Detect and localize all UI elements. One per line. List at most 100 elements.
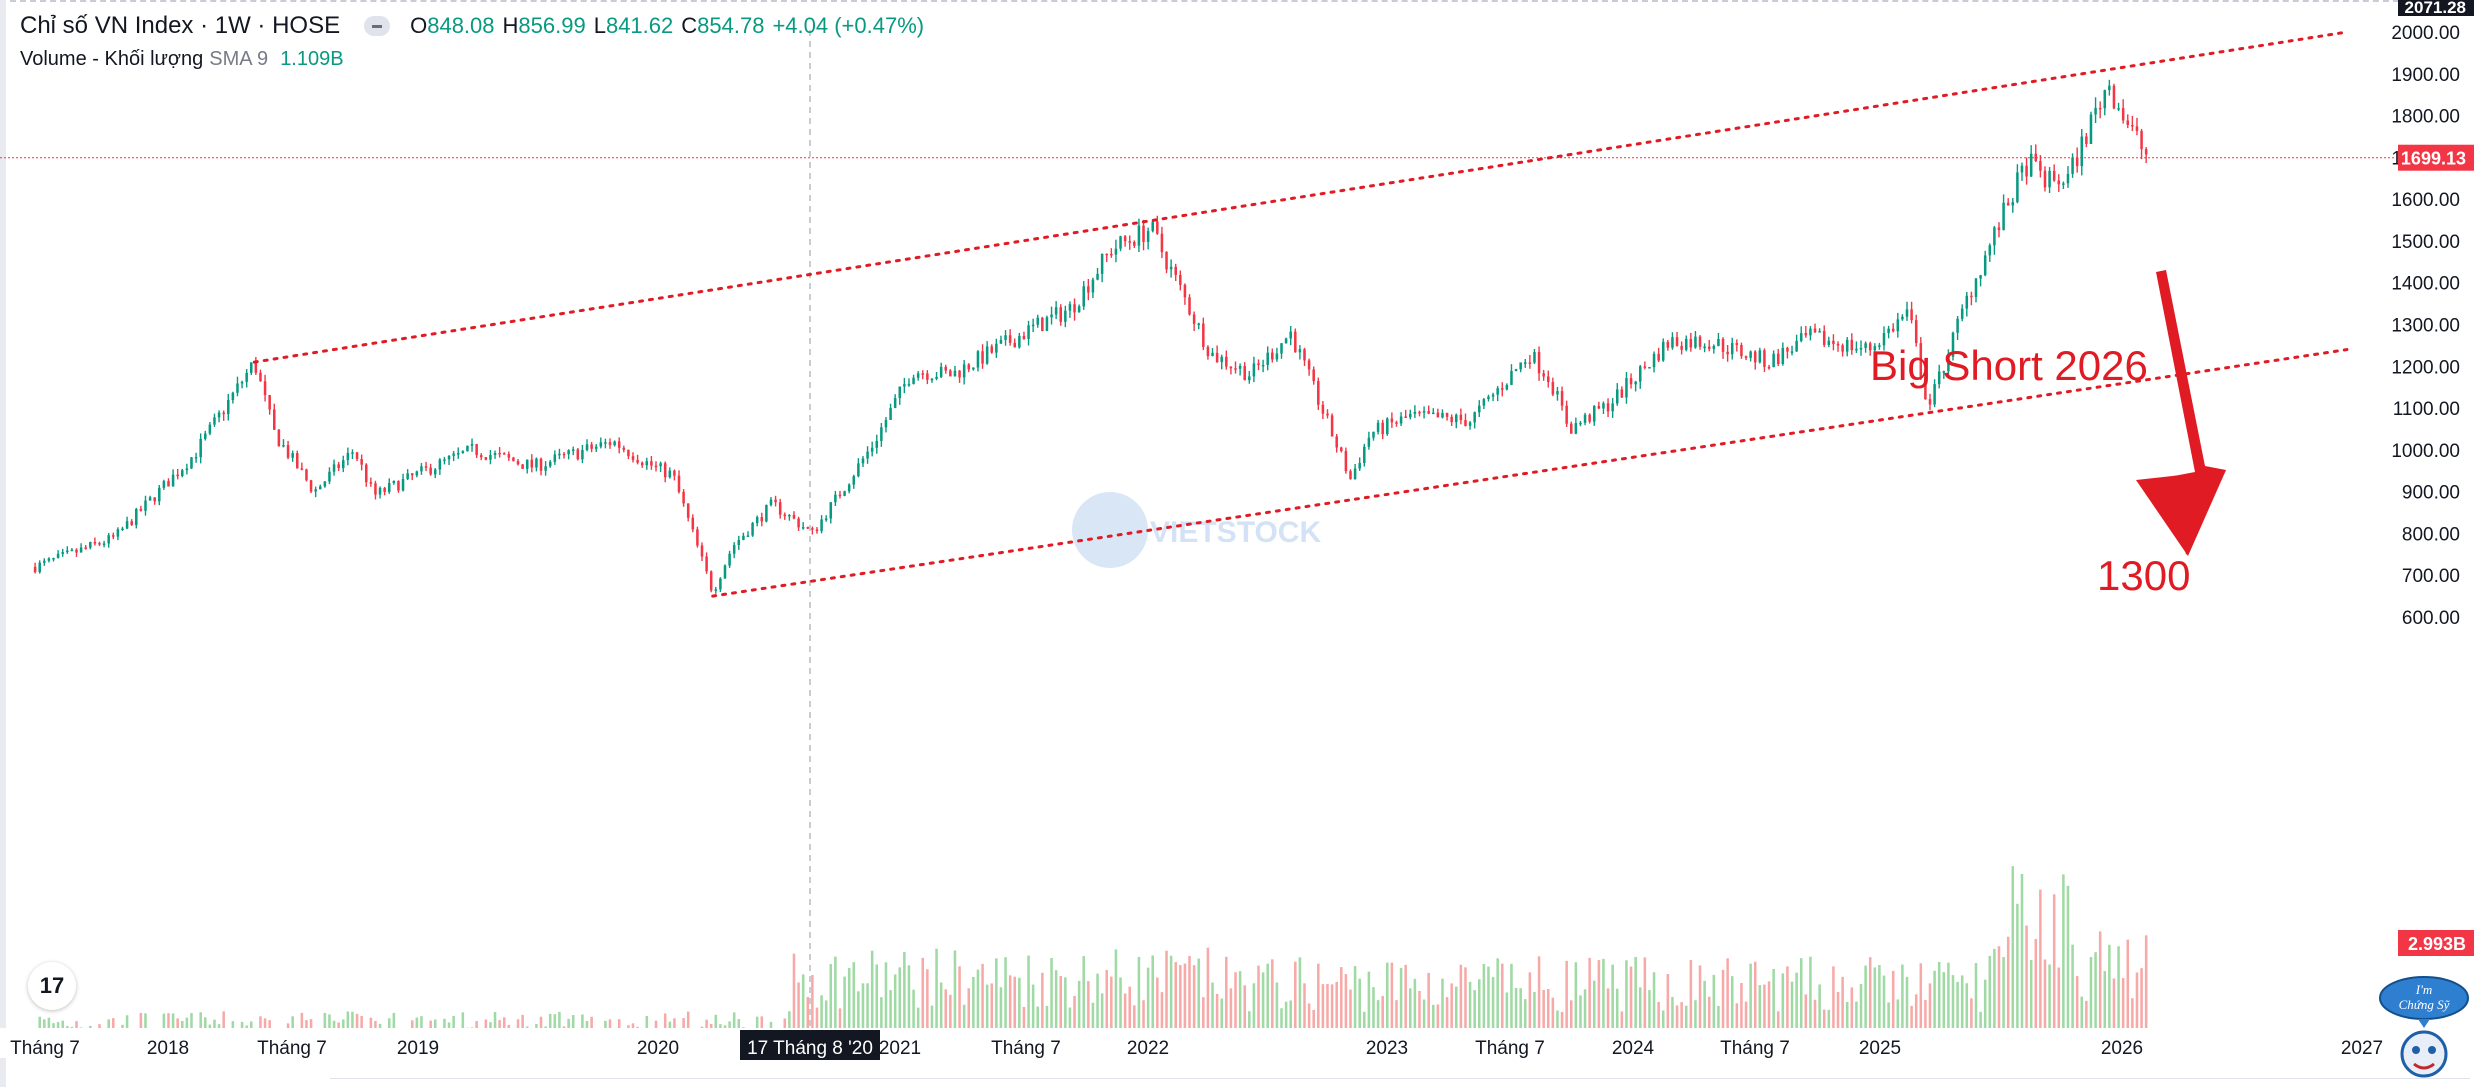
candle-body bbox=[1188, 297, 1191, 315]
candle-body bbox=[1404, 416, 1407, 418]
candle-body bbox=[1353, 468, 1357, 480]
candle-body bbox=[594, 446, 598, 449]
candle-body bbox=[2126, 120, 2130, 125]
volume-bar bbox=[1901, 964, 1904, 1048]
volume-bar bbox=[944, 989, 948, 1048]
candle-body bbox=[1482, 399, 1486, 406]
candle-body bbox=[79, 547, 83, 553]
candle-body bbox=[392, 481, 396, 484]
candle-body bbox=[1689, 338, 1693, 348]
candle-body bbox=[443, 459, 446, 461]
candle-body bbox=[1979, 275, 1982, 279]
candle-body bbox=[1110, 253, 1113, 256]
candle-body bbox=[604, 442, 607, 444]
volume-bar bbox=[2071, 944, 2074, 1048]
volume-bar bbox=[1496, 958, 1499, 1048]
volume-bar bbox=[2016, 903, 2019, 1048]
candle-body bbox=[2020, 165, 2024, 173]
candle-body bbox=[1487, 396, 1490, 400]
candle-body bbox=[1008, 335, 1012, 343]
volume-bar bbox=[1018, 977, 1021, 1048]
volume-bar bbox=[2006, 936, 2010, 1048]
candle-body bbox=[93, 542, 97, 544]
volume-bar bbox=[1924, 1000, 1927, 1048]
volume-bar bbox=[1551, 997, 1555, 1048]
candle-body bbox=[236, 383, 239, 393]
candle-body bbox=[1579, 422, 1582, 425]
volume-bar bbox=[1487, 966, 1490, 1048]
candle-body bbox=[1744, 356, 1748, 358]
candle-body bbox=[746, 535, 750, 537]
candle-body bbox=[1758, 350, 1762, 363]
candle-body bbox=[447, 455, 451, 460]
candle-body bbox=[2085, 136, 2088, 144]
candle-body bbox=[1372, 431, 1375, 438]
volume-title[interactable]: Volume - Khối lượng bbox=[20, 48, 204, 70]
volume-bar bbox=[1418, 990, 1421, 1048]
candle-body bbox=[884, 419, 888, 428]
candle-body bbox=[617, 441, 621, 448]
candle-body bbox=[300, 468, 304, 470]
volume-bar bbox=[1933, 970, 1936, 1048]
volume-bar bbox=[962, 1004, 966, 1048]
candle-body bbox=[1459, 414, 1463, 421]
candle-body bbox=[369, 482, 373, 484]
candle-body bbox=[755, 517, 759, 524]
candle-body bbox=[1054, 307, 1058, 315]
candle-body bbox=[1919, 343, 1923, 378]
candle-body bbox=[1818, 331, 1821, 333]
candle-body bbox=[1174, 266, 1177, 275]
time-tick-label: Tháng 7 bbox=[257, 1038, 327, 1059]
candle-body bbox=[1597, 405, 1601, 409]
candle-body bbox=[1436, 412, 1440, 418]
candle-body bbox=[1588, 414, 1591, 422]
candle-body bbox=[1326, 413, 1329, 416]
volume-bar bbox=[1730, 976, 1734, 1048]
candle-body bbox=[1312, 369, 1315, 382]
symbol-title[interactable]: Chỉ số VN Index · 1W · HOSE bbox=[20, 12, 341, 39]
candle-body bbox=[401, 478, 405, 491]
price-tick-label: 2000.00 bbox=[2391, 23, 2460, 44]
volume-bar bbox=[1638, 987, 1642, 1048]
candle-body bbox=[1776, 353, 1780, 364]
volume-bar bbox=[976, 969, 980, 1048]
candle-body bbox=[1445, 412, 1449, 417]
candle-body bbox=[204, 433, 207, 439]
mascot-logo: I'm Chứng Sỹ bbox=[2379, 976, 2469, 1078]
candle-body bbox=[778, 502, 782, 515]
candle-body bbox=[364, 464, 368, 483]
candle-body bbox=[613, 441, 616, 446]
volume-bar bbox=[1045, 1005, 1049, 1048]
candle-body bbox=[1464, 420, 1467, 426]
candle-body bbox=[424, 466, 428, 468]
candle-body bbox=[2043, 170, 2047, 188]
channel-lines bbox=[0, 30, 2395, 1040]
candle-body bbox=[1684, 338, 1688, 350]
volume-bar bbox=[1473, 990, 1476, 1048]
tradingview-logo-icon[interactable]: 17 bbox=[28, 962, 76, 1010]
candle-body bbox=[397, 481, 400, 491]
hide-icon[interactable] bbox=[364, 16, 391, 36]
candle-body bbox=[1151, 221, 1154, 232]
candle-body bbox=[452, 453, 455, 456]
candle-body bbox=[502, 453, 506, 455]
candle-body bbox=[1988, 245, 1992, 256]
volume-bar bbox=[939, 982, 943, 1048]
volume-bar bbox=[1142, 1000, 1145, 1048]
volume-bar bbox=[1841, 976, 1844, 1048]
candle-body bbox=[1850, 339, 1854, 351]
volume-bar bbox=[847, 968, 851, 1048]
candle-body bbox=[116, 529, 120, 537]
candle-body bbox=[2089, 114, 2093, 144]
volume-bar bbox=[1064, 977, 1067, 1048]
candle-body bbox=[1289, 331, 1292, 339]
candle-body bbox=[659, 463, 662, 467]
candle-body bbox=[1914, 320, 1918, 344]
volume-bar bbox=[1919, 963, 1923, 1048]
candle-body bbox=[1376, 422, 1380, 432]
crosshair-time-badge-text: 17 Tháng 8 '20 bbox=[747, 1038, 873, 1059]
volume-bar bbox=[2121, 978, 2125, 1048]
volume-bar bbox=[1211, 982, 1214, 1048]
